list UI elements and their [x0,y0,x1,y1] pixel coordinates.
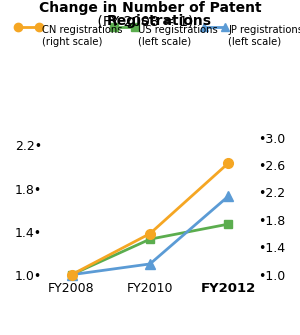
Text: US registrations: US registrations [138,25,218,35]
Text: (left scale): (left scale) [138,37,191,47]
Text: Change in Number of Patent: Change in Number of Patent [39,1,261,15]
Text: (left scale): (left scale) [228,37,281,47]
Text: Registrations: Registrations [106,14,212,28]
Text: (right scale): (right scale) [42,37,102,47]
Text: (FY 2008 = 1): (FY 2008 = 1) [93,14,194,28]
Text: JP registrations: JP registrations [228,25,300,35]
Text: CN registrations: CN registrations [42,25,122,35]
